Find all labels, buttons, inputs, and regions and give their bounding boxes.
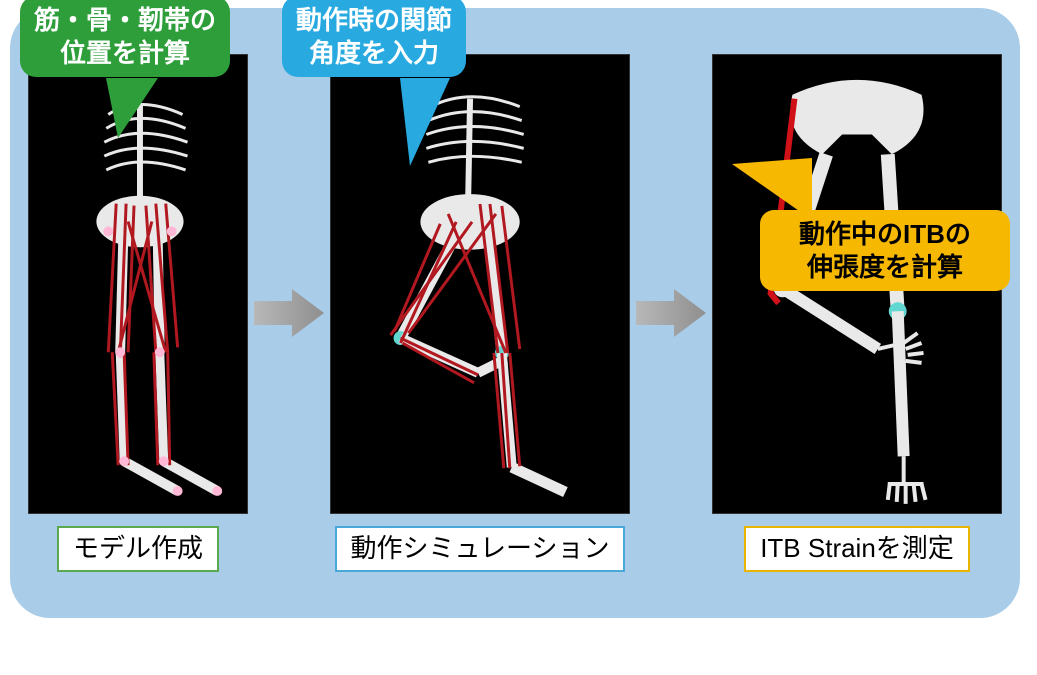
caption-mid: 動作シミュレーション — [335, 526, 626, 572]
callout-orange: 動作中のITBの 伸張度を計算 — [760, 210, 1010, 291]
panel-right: ITB Strainを測定 — [712, 54, 1002, 572]
callout-blue-tail — [400, 78, 450, 166]
callout-blue-line1: 動作時の関節 — [296, 5, 452, 35]
panel-mid: 動作シミュレーション — [330, 54, 630, 572]
caption-left: モデル作成 — [57, 526, 219, 572]
callout-orange-line2: 伸張度を計算 — [807, 252, 963, 282]
skeleton-mid — [331, 55, 629, 512]
callout-orange-line1: 動作中のITBの — [799, 219, 971, 249]
arrow-2 — [636, 289, 706, 337]
arrow-1 — [254, 289, 324, 337]
callout-blue: 動作時の関節 角度を入力 — [282, 0, 466, 77]
frame-mid — [330, 54, 630, 514]
callout-green-tail — [106, 78, 158, 138]
callout-green: 筋・骨・靭帯の 位置を計算 — [20, 0, 230, 77]
caption-right: ITB Strainを測定 — [744, 526, 970, 572]
diagram-container: モデル作成 — [10, 8, 1020, 618]
callout-blue-line2: 角度を入力 — [309, 38, 439, 68]
callout-green-line1: 筋・骨・靭帯の — [34, 5, 216, 35]
callout-green-line2: 位置を計算 — [60, 38, 190, 68]
